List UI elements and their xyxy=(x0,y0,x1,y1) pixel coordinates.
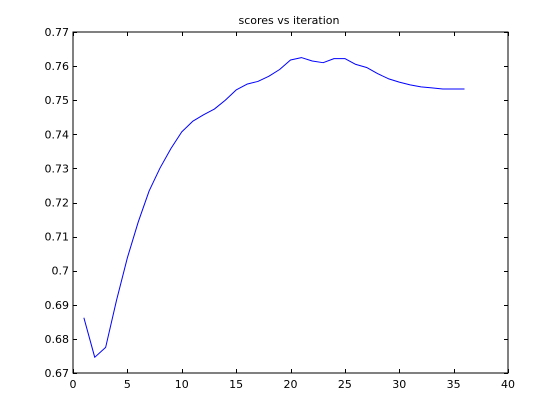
series-line xyxy=(83,57,465,358)
y-tick-label: 0.75 xyxy=(45,94,70,107)
series-layer xyxy=(83,57,465,358)
y-tick-label: 0.76 xyxy=(45,60,70,73)
y-tick-label: 0.7 xyxy=(52,265,70,278)
plot-area-frame xyxy=(72,31,509,374)
x-tick-label: 25 xyxy=(338,378,352,391)
y-tick-label: 0.68 xyxy=(45,333,70,346)
y-tick-label: 0.69 xyxy=(45,299,70,312)
chart-title: scores vs iteration xyxy=(239,14,340,27)
x-tick-label: 10 xyxy=(175,378,189,391)
y-tick-label: 0.77 xyxy=(45,26,70,39)
y-tick-label: 0.67 xyxy=(45,367,70,380)
y-tick-label: 0.72 xyxy=(45,197,70,210)
x-tick-label: 40 xyxy=(501,378,515,391)
y-tick-label: 0.74 xyxy=(45,128,70,141)
y-tick-label: 0.73 xyxy=(45,162,70,175)
x-tick-label: 30 xyxy=(392,378,406,391)
x-tick-label: 35 xyxy=(447,378,461,391)
x-tick-label: 5 xyxy=(124,378,131,391)
x-tick-label: 20 xyxy=(284,378,298,391)
series-1 xyxy=(83,57,465,358)
ticks-layer: 0 5 10 15 20 25 30 35 40 0.67 0.68 0.69 0.7 0.71 0.72 0… xyxy=(45,26,516,391)
y-tick-label: 0.71 xyxy=(45,231,70,244)
x-tick-label: 15 xyxy=(229,378,243,391)
x-tick-label: 0 xyxy=(70,378,77,391)
